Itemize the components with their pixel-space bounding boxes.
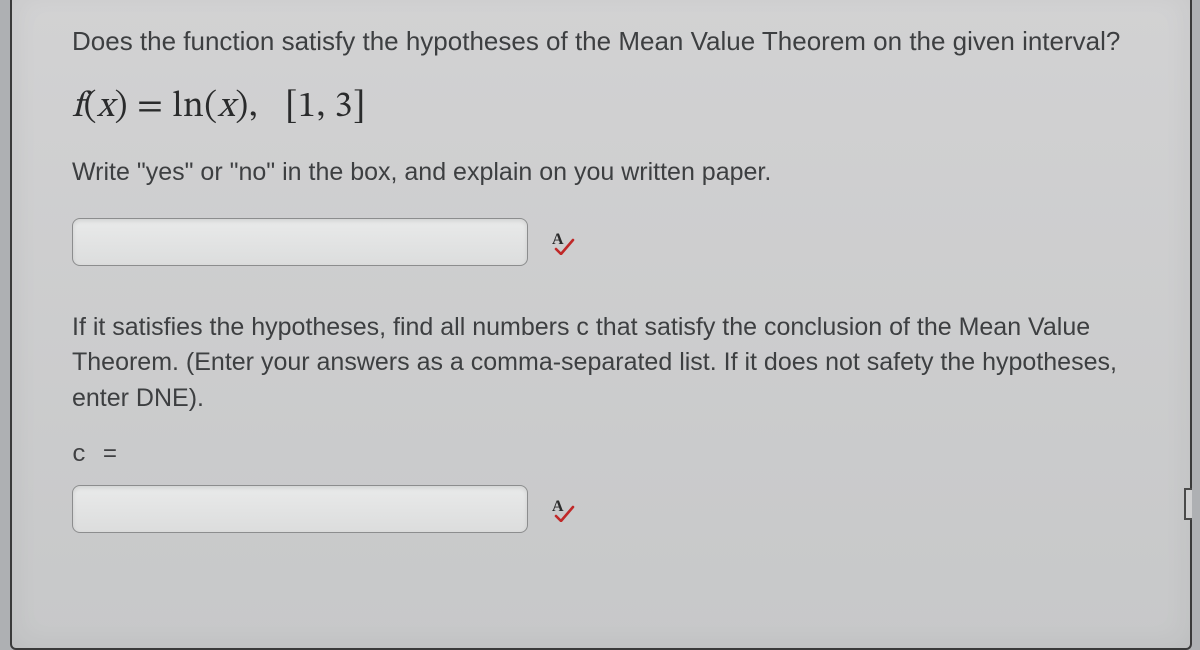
svg-text:A: A [552,498,564,515]
answer-row-2: A [72,485,1150,533]
question-panel: Does the function satisfy the hypotheses… [10,0,1192,650]
spellcheck-icon[interactable]: A [550,496,576,522]
function-expression: f(x) = ln(x), [1, 3] [72,85,1150,130]
c-value-input[interactable] [72,485,528,533]
yes-no-input[interactable] [72,218,528,266]
answer-row-1: A [72,218,1150,266]
followup-prompt: If it satisfies the hypotheses, find all… [72,310,1150,417]
c-equals-label: c = [72,442,1150,469]
right-edge-stub [1184,488,1192,520]
svg-text:A: A [552,231,564,248]
question-content: Does the function satisfy the hypotheses… [72,24,1150,533]
question-prompt: Does the function satisfy the hypotheses… [72,24,1150,59]
yes-no-instruction: Write "yes" or "no" in the box, and expl… [72,156,1150,190]
spellcheck-icon[interactable]: A [550,229,576,255]
